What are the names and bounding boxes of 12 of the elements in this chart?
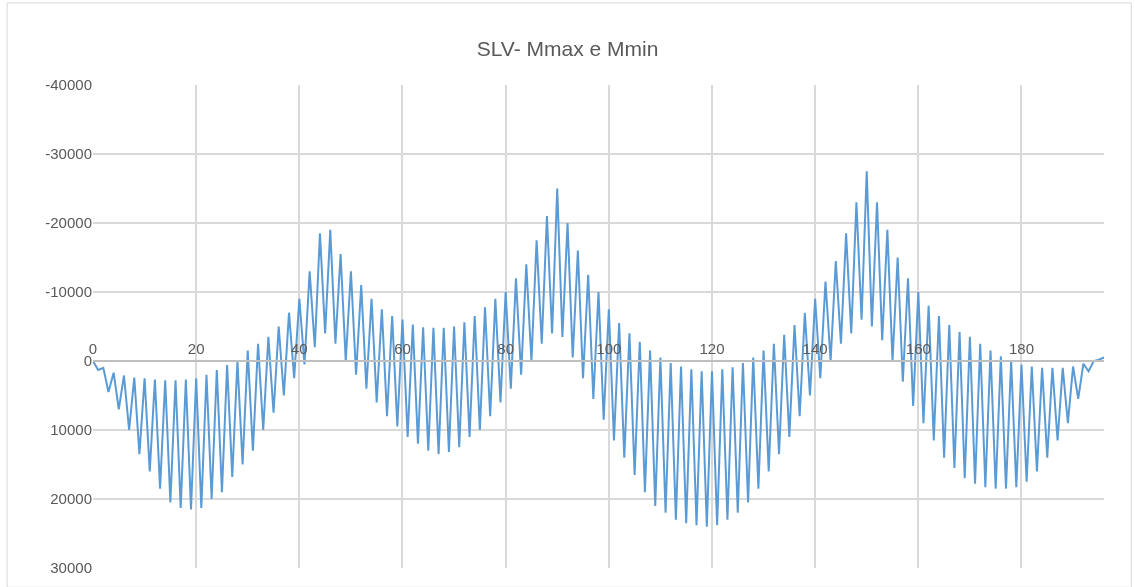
y-tick-label: -30000: [45, 145, 92, 163]
y-tick-label: -40000: [45, 76, 92, 94]
x-tick-label: 120: [699, 340, 725, 358]
chart-title: SLV- Mmax e Mmin: [476, 36, 659, 60]
x-tick-label: 180: [1008, 340, 1034, 358]
y-tick-label: -10000: [45, 283, 92, 301]
y-tick-label: -20000: [45, 214, 92, 232]
y-tick-label: 30000: [50, 559, 92, 577]
y-tick-label: 10000: [50, 421, 92, 439]
x-tick-label: 20: [187, 340, 205, 358]
y-tick-label: 20000: [50, 490, 92, 508]
x-tick-label: 40: [290, 340, 308, 358]
